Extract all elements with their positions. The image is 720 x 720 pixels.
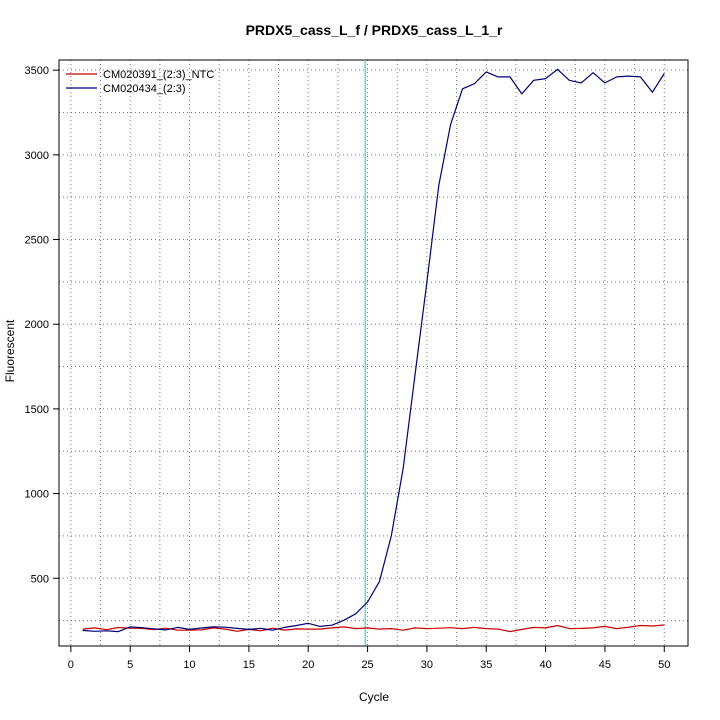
y-axis: 500 1000 1500 2000 2500 3000 3500	[25, 65, 60, 585]
series-line-1	[82, 624, 665, 633]
y-tick-label: 2500	[25, 235, 49, 247]
x-tick-label: 10	[183, 659, 195, 671]
grid	[59, 60, 688, 646]
y-axis-label: Fluorescent	[3, 319, 17, 382]
x-tick-label: 0	[68, 659, 74, 671]
series-lines	[82, 68, 665, 633]
x-tick-label: 5	[127, 659, 133, 671]
x-tick-label: 50	[658, 659, 670, 671]
y-tick-label: 2000	[25, 319, 49, 331]
legend: CM020391_(2:3)_NTC CM020434_(2:3)	[66, 69, 214, 95]
x-tick-label: 25	[361, 659, 373, 671]
x-axis: 0 5 10 15 20 25 30 35 40 45 50	[68, 645, 670, 671]
x-tick-label: 35	[480, 659, 492, 671]
chart-title: PRDX5_cass_L_f / PRDX5_cass_L_1_r	[246, 22, 503, 38]
y-tick-label: 3000	[25, 150, 49, 162]
y-tick-label: 1000	[25, 489, 49, 501]
x-tick-label: 15	[243, 659, 255, 671]
legend-label: CM020434_(2:3)	[103, 83, 186, 95]
y-tick-label: 500	[31, 573, 49, 585]
x-tick-label: 30	[421, 659, 433, 671]
legend-label: CM020391_(2:3)_NTC	[103, 69, 214, 81]
x-axis-label: Cycle	[359, 690, 389, 704]
y-tick-label: 1500	[25, 404, 49, 416]
x-tick-label: 20	[302, 659, 314, 671]
series-line-2	[82, 68, 665, 633]
x-tick-label: 45	[599, 659, 611, 671]
y-tick-label: 3500	[25, 65, 49, 77]
x-tick-label: 40	[539, 659, 551, 671]
